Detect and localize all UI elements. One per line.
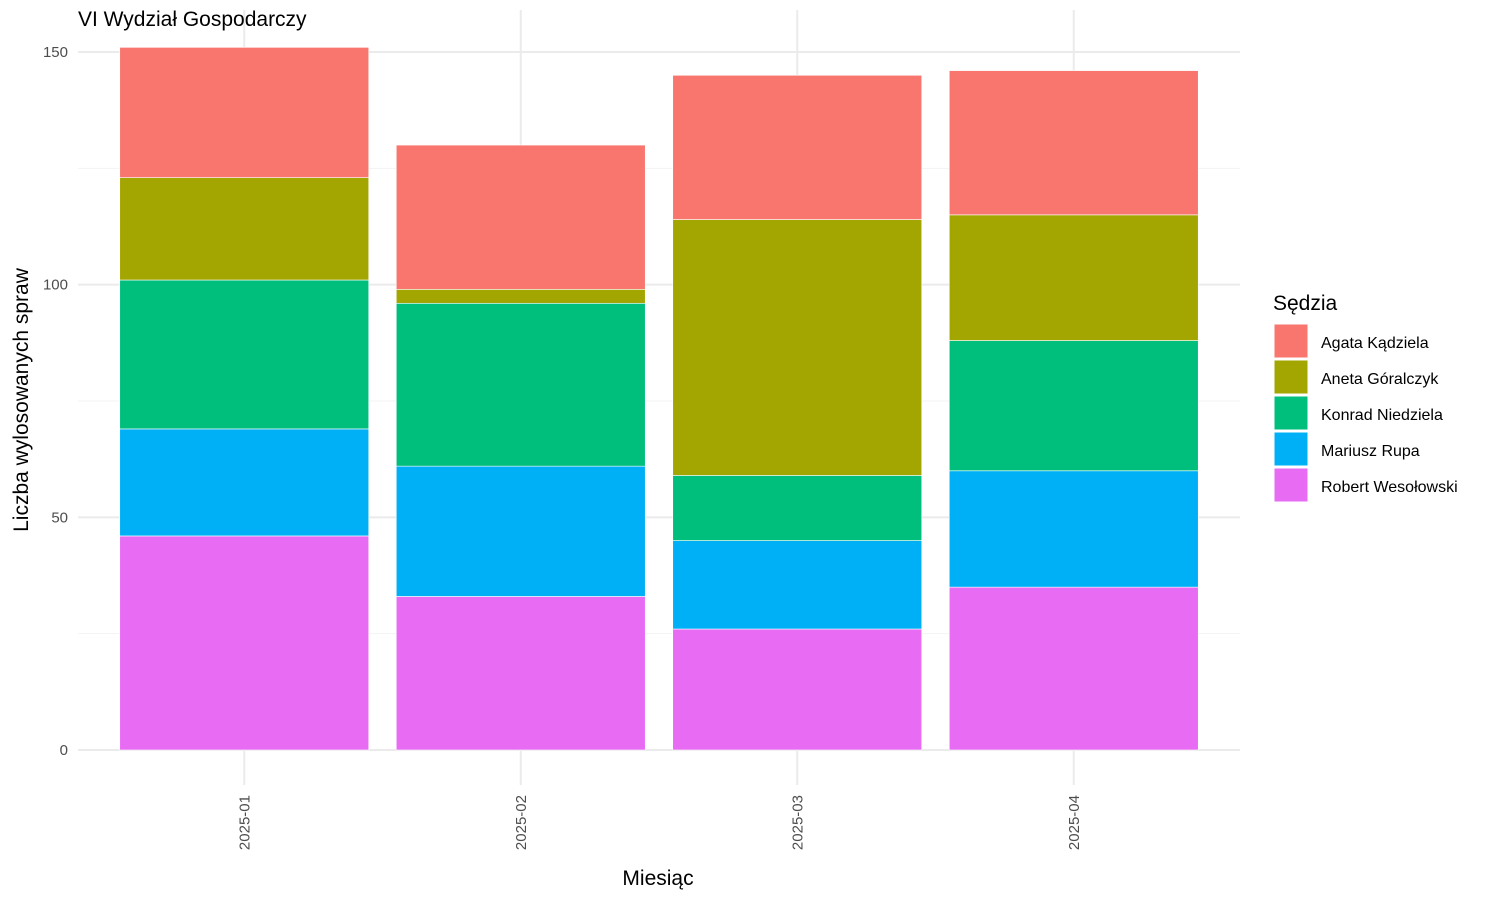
x-tick-label: 2025-03 — [789, 795, 806, 850]
legend: Sędzia Agata Kądziela Aneta Góralczyk Konr… — [1273, 292, 1458, 503]
y-tick-label: 150 — [43, 44, 68, 61]
bar-segment — [119, 535, 370, 751]
bar-segment — [672, 540, 923, 630]
bar-segment — [672, 628, 923, 751]
bar-segment — [672, 74, 923, 220]
legend-title: Sędzia — [1273, 292, 1338, 315]
legend-swatch — [1273, 431, 1309, 467]
legend-label: Mariusz Rupa — [1321, 443, 1420, 460]
legend-swatch — [1273, 395, 1309, 431]
bar-segment — [948, 586, 1199, 751]
bar-segment — [395, 465, 646, 597]
bar-segment — [672, 475, 923, 541]
legend-swatch — [1273, 467, 1309, 503]
legend-label: Aneta Góralczyk — [1321, 371, 1439, 388]
bars-layer — [119, 47, 1199, 751]
legend-item: Aneta Góralczyk — [1273, 359, 1439, 395]
y-tick-label: 100 — [43, 277, 68, 294]
legend-item: Konrad Niedziela — [1273, 395, 1443, 431]
y-axis-ticks: 0 50 100 150 — [43, 44, 68, 759]
y-tick-label: 0 — [60, 742, 68, 759]
bar-segment — [395, 289, 646, 304]
bar-segment — [395, 596, 646, 751]
legend-swatch — [1273, 359, 1309, 395]
bar-segment — [119, 428, 370, 537]
legend-item: Mariusz Rupa — [1273, 431, 1420, 467]
bar-segment — [119, 47, 370, 178]
legend-swatch — [1273, 323, 1309, 359]
bar-segment — [119, 177, 370, 281]
x-axis-title: Miesiąc — [622, 867, 693, 890]
bar-segment — [948, 70, 1199, 216]
bar-segment — [948, 470, 1199, 588]
bar-segment — [948, 214, 1199, 341]
chart-title: VI Wydział Gospodarczy — [78, 8, 307, 31]
legend-label: Robert Wesołowski — [1321, 479, 1458, 496]
x-tick-label: 2025-01 — [236, 795, 253, 850]
bar-segment — [395, 144, 646, 290]
bar-segment — [948, 340, 1199, 472]
legend-label: Konrad Niedziela — [1321, 407, 1443, 424]
legend-label: Agata Kądziela — [1321, 335, 1429, 352]
y-tick-label: 50 — [51, 509, 68, 526]
legend-item: Agata Kądziela — [1273, 323, 1429, 359]
bar-segment — [119, 279, 370, 430]
bar-segment — [395, 302, 646, 467]
legend-item: Robert Wesołowski — [1273, 467, 1458, 503]
legend-items: Agata Kądziela Aneta Góralczyk Konrad Nied… — [1273, 323, 1458, 503]
bar-segment — [672, 219, 923, 476]
y-axis-title: Liczba wylosowanych spraw — [10, 267, 33, 532]
x-tick-label: 2025-02 — [513, 795, 530, 850]
x-tick-label: 2025-04 — [1066, 795, 1083, 850]
x-axis-ticks: 2025-01 2025-02 2025-03 2025-04 — [236, 795, 1083, 850]
